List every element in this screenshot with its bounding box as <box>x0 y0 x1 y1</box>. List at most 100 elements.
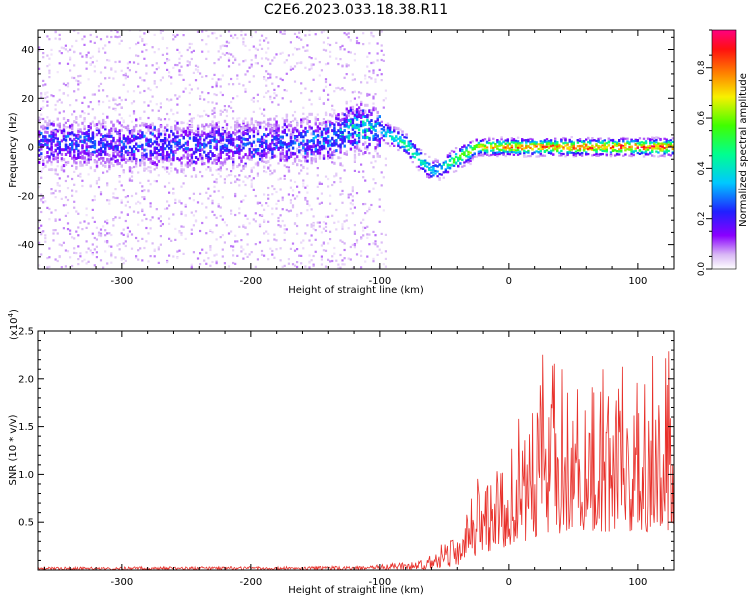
spectrogram-cell <box>661 143 664 146</box>
spectrogram-cell <box>145 148 148 151</box>
spectrogram-cell <box>139 158 142 162</box>
spectrogram-cell <box>71 164 74 167</box>
spectrogram-cell <box>95 180 98 183</box>
spectrogram-cell <box>211 152 214 156</box>
spectrogram-cell <box>413 144 417 147</box>
spectrogram-cell <box>306 200 309 203</box>
spectrogram-cell <box>378 205 381 208</box>
spectrogram-cell <box>69 126 72 130</box>
spectrogram-cell <box>430 171 433 174</box>
spectrogram-cell <box>644 141 648 144</box>
spectrogram-cell <box>56 156 59 160</box>
spectrogram-cell <box>186 153 189 157</box>
spectrogram-cell <box>564 138 567 141</box>
spectrogram-cell <box>190 175 193 178</box>
spectrogram-cell <box>479 154 483 157</box>
spectrogram-cell <box>657 144 660 147</box>
spectrogram-cell <box>298 145 301 148</box>
spectrogram-cell <box>310 126 313 130</box>
spectrogram-cell <box>331 136 334 140</box>
spectrogram-cell <box>114 109 117 112</box>
spectrogram-cell <box>256 258 259 261</box>
spectrogram-cell <box>50 94 53 97</box>
spectrogram-cell <box>384 142 388 145</box>
spectrogram-cell <box>296 135 299 138</box>
spectrogram-cell <box>145 131 148 134</box>
spectrogram-cell <box>211 161 214 165</box>
spectrogram-cell <box>306 151 309 155</box>
spectrogram-cell <box>500 144 503 147</box>
spectrogram-cell <box>312 224 315 227</box>
spectrogram-cell <box>166 128 169 132</box>
spectrogram-cell <box>242 126 245 130</box>
spectrogram-cell <box>114 159 117 163</box>
spectrogram-cell <box>362 176 365 179</box>
spectrogram-cell <box>521 139 524 142</box>
spectrogram-cell <box>79 151 82 155</box>
spectrogram-cell <box>110 233 113 237</box>
spectrogram-cell <box>275 115 278 118</box>
spectrogram-cell <box>116 162 119 166</box>
spectrogram-cell <box>42 124 45 128</box>
spectrogram-cell <box>413 152 417 155</box>
spectrogram-cell <box>91 216 94 219</box>
spectrogram-cell <box>221 93 224 97</box>
spectrogram-cell <box>419 162 423 165</box>
snr-frame <box>37 330 675 571</box>
spectrogram-cell <box>440 165 443 168</box>
spectrogram-cell <box>58 50 61 53</box>
spectrogram-cell <box>293 117 297 121</box>
spectrogram-cell <box>223 53 226 56</box>
spectrogram-cell <box>143 213 146 216</box>
spectrogram-cell <box>322 127 326 131</box>
spectrogram-cell <box>296 232 299 235</box>
spectrogram-cell <box>337 117 340 121</box>
spectrogram-cell <box>170 98 173 101</box>
spectrogram-cell <box>362 229 365 232</box>
spectrogram-cell <box>263 165 266 169</box>
spectrogram-cell <box>223 181 226 184</box>
spectrogram-cell <box>83 117 86 121</box>
spectrogram-cell <box>256 62 259 65</box>
spectrogram-cell <box>40 107 43 110</box>
spectrogram-cell <box>97 129 101 133</box>
spectrogram-cell <box>48 247 51 250</box>
spectrogram-cell <box>116 153 119 157</box>
spectrogram-cell <box>124 139 128 143</box>
spectrogram-cell <box>124 126 128 130</box>
spectrogram-cell <box>225 132 229 136</box>
spectrogram-cell <box>310 152 313 156</box>
spectrogram-cell <box>211 134 214 138</box>
spectrogram-cell <box>213 126 216 130</box>
spectrogram-cell <box>176 129 179 132</box>
spectrogram-cell <box>52 168 55 171</box>
spectrogram-cell <box>587 141 590 144</box>
spectrogram-cell <box>126 195 129 198</box>
spectrogram-cell <box>225 148 229 152</box>
spectrogram-cell <box>81 110 84 113</box>
spectrogram-cell <box>279 146 282 149</box>
spectrogram-cell <box>166 123 169 127</box>
spectrogram-cell <box>347 113 350 117</box>
spectrogram-cell <box>312 130 315 134</box>
spectrogram-cell <box>475 145 478 149</box>
spectrogram-cell <box>329 126 332 129</box>
spectrogram-cell <box>71 189 74 192</box>
spectrogram-cell <box>302 139 305 143</box>
spectrogram-cell <box>333 143 336 147</box>
spectrogram-cell <box>587 137 590 140</box>
spectrogram-cell <box>477 154 481 157</box>
spectrogram-cell <box>190 267 193 269</box>
spectrogram-cell <box>132 210 136 213</box>
spectrogram-cell <box>48 207 51 211</box>
spectrogram-cell <box>242 37 245 40</box>
spectrogram-cell <box>66 145 70 149</box>
spectrogram-cell <box>454 169 458 173</box>
spectrogram-cell <box>409 155 412 159</box>
spectrogram-cell <box>104 77 107 80</box>
spectrogram-cell <box>263 148 266 152</box>
spectrogram-cell <box>186 126 189 130</box>
spectrogram-cell <box>159 118 162 121</box>
spectrogram-cell <box>318 96 321 99</box>
spectrogram-cell <box>87 129 90 133</box>
